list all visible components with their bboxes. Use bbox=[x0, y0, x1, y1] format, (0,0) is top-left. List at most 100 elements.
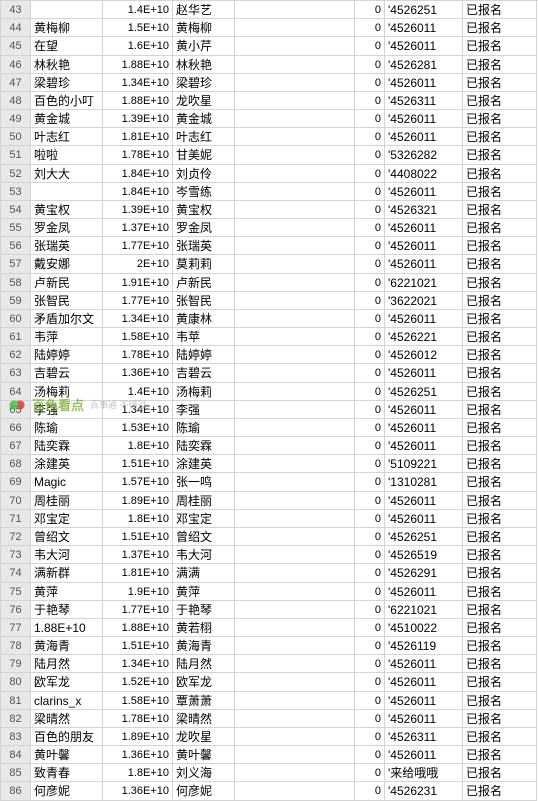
cell-b[interactable]: 欧军龙 bbox=[31, 673, 103, 691]
cell-d[interactable]: 赵华艺 bbox=[173, 1, 235, 19]
cell-c[interactable]: 1.37E+10 bbox=[103, 219, 173, 237]
cell-f[interactable]: 0 bbox=[355, 473, 385, 491]
cell-c[interactable]: 1.4E+10 bbox=[103, 383, 173, 401]
cell-f[interactable]: 0 bbox=[355, 146, 385, 164]
cell-b[interactable]: 黄宝权 bbox=[31, 201, 103, 219]
cell-c[interactable]: 1.88E+10 bbox=[103, 56, 173, 74]
cell-b[interactable]: 戴安娜 bbox=[31, 255, 103, 273]
cell-h[interactable]: 已报名 bbox=[463, 782, 537, 800]
cell-e[interactable] bbox=[235, 310, 355, 328]
cell-g[interactable]: '4526011 bbox=[385, 110, 463, 128]
cell-b[interactable]: 刘大大 bbox=[31, 165, 103, 183]
cell-d[interactable]: 卢新民 bbox=[173, 274, 235, 292]
cell-d[interactable]: 曾绍文 bbox=[173, 528, 235, 546]
cell-e[interactable] bbox=[235, 74, 355, 92]
cell-c[interactable]: 1.51E+10 bbox=[103, 528, 173, 546]
cell-c[interactable]: 1.88E+10 bbox=[103, 619, 173, 637]
cell-f[interactable]: 0 bbox=[355, 782, 385, 800]
cell-e[interactable] bbox=[235, 346, 355, 364]
row-header[interactable]: 71 bbox=[1, 510, 31, 528]
cell-h[interactable]: 已报名 bbox=[463, 528, 537, 546]
cell-b[interactable]: 啦啦 bbox=[31, 146, 103, 164]
cell-b[interactable]: 黄叶馨 bbox=[31, 746, 103, 764]
cell-f[interactable]: 0 bbox=[355, 655, 385, 673]
cell-b[interactable]: 百色的小叮 bbox=[31, 92, 103, 110]
cell-f[interactable]: 0 bbox=[355, 583, 385, 601]
cell-h[interactable]: 已报名 bbox=[463, 237, 537, 255]
row-header[interactable]: 63 bbox=[1, 364, 31, 382]
cell-d[interactable]: 张瑞英 bbox=[173, 237, 235, 255]
cell-h[interactable]: 已报名 bbox=[463, 19, 537, 37]
cell-b[interactable]: 矛盾加尔文 bbox=[31, 310, 103, 328]
cell-d[interactable]: 黄宝权 bbox=[173, 201, 235, 219]
cell-c[interactable]: 1.77E+10 bbox=[103, 292, 173, 310]
cell-c[interactable]: 1.84E+10 bbox=[103, 183, 173, 201]
cell-g[interactable]: '4526519 bbox=[385, 546, 463, 564]
cell-c[interactable]: 1.78E+10 bbox=[103, 346, 173, 364]
cell-g[interactable]: '4526011 bbox=[385, 673, 463, 691]
cell-e[interactable] bbox=[235, 746, 355, 764]
cell-f[interactable]: 0 bbox=[355, 510, 385, 528]
cell-e[interactable] bbox=[235, 692, 355, 710]
cell-c[interactable]: 1.37E+10 bbox=[103, 546, 173, 564]
cell-d[interactable]: 邓宝定 bbox=[173, 510, 235, 528]
cell-h[interactable]: 已报名 bbox=[463, 292, 537, 310]
cell-b[interactable]: 陈瑜 bbox=[31, 419, 103, 437]
cell-f[interactable]: 0 bbox=[355, 292, 385, 310]
cell-b[interactable]: 陆婷婷 bbox=[31, 346, 103, 364]
cell-e[interactable] bbox=[235, 183, 355, 201]
row-header[interactable]: 78 bbox=[1, 637, 31, 655]
cell-b[interactable]: 周桂丽 bbox=[31, 492, 103, 510]
row-header[interactable]: 65 bbox=[1, 401, 31, 419]
cell-h[interactable]: 已报名 bbox=[463, 692, 537, 710]
cell-h[interactable]: 已报名 bbox=[463, 346, 537, 364]
cell-c[interactable]: 1.77E+10 bbox=[103, 601, 173, 619]
cell-h[interactable]: 已报名 bbox=[463, 455, 537, 473]
cell-c[interactable]: 1.36E+10 bbox=[103, 782, 173, 800]
cell-f[interactable]: 0 bbox=[355, 546, 385, 564]
cell-g[interactable]: '4526011 bbox=[385, 219, 463, 237]
row-header[interactable]: 48 bbox=[1, 92, 31, 110]
cell-g[interactable]: '4526251 bbox=[385, 383, 463, 401]
row-header[interactable]: 64 bbox=[1, 383, 31, 401]
cell-e[interactable] bbox=[235, 255, 355, 273]
cell-f[interactable]: 0 bbox=[355, 692, 385, 710]
row-header[interactable]: 57 bbox=[1, 255, 31, 273]
row-header[interactable]: 68 bbox=[1, 455, 31, 473]
cell-d[interactable]: 张智民 bbox=[173, 292, 235, 310]
cell-g[interactable]: '4526221 bbox=[385, 328, 463, 346]
cell-f[interactable]: 0 bbox=[355, 19, 385, 37]
row-header[interactable]: 54 bbox=[1, 201, 31, 219]
cell-b[interactable] bbox=[31, 183, 103, 201]
cell-d[interactable]: 吉碧云 bbox=[173, 364, 235, 382]
row-header[interactable]: 53 bbox=[1, 183, 31, 201]
row-header[interactable]: 45 bbox=[1, 37, 31, 55]
cell-b[interactable]: 曾绍文 bbox=[31, 528, 103, 546]
cell-g[interactable]: '4526011 bbox=[385, 128, 463, 146]
cell-g[interactable]: '4526012 bbox=[385, 346, 463, 364]
row-header[interactable]: 62 bbox=[1, 346, 31, 364]
cell-g[interactable]: '4526011 bbox=[385, 692, 463, 710]
cell-e[interactable] bbox=[235, 237, 355, 255]
cell-b[interactable]: 何彦妮 bbox=[31, 782, 103, 800]
cell-g[interactable]: '4526011 bbox=[385, 401, 463, 419]
cell-g[interactable]: '4526011 bbox=[385, 655, 463, 673]
cell-e[interactable] bbox=[235, 401, 355, 419]
cell-d[interactable]: 陆奕霖 bbox=[173, 437, 235, 455]
cell-b[interactable]: 满新群 bbox=[31, 564, 103, 582]
row-header[interactable]: 67 bbox=[1, 437, 31, 455]
cell-d[interactable]: 龙吹星 bbox=[173, 728, 235, 746]
cell-g[interactable]: '4526011 bbox=[385, 746, 463, 764]
cell-h[interactable]: 已报名 bbox=[463, 564, 537, 582]
cell-f[interactable]: 0 bbox=[355, 237, 385, 255]
cell-h[interactable]: 已报名 bbox=[463, 710, 537, 728]
cell-d[interactable]: 李强 bbox=[173, 401, 235, 419]
cell-h[interactable]: 已报名 bbox=[463, 746, 537, 764]
row-header[interactable]: 43 bbox=[1, 1, 31, 19]
row-header[interactable]: 79 bbox=[1, 655, 31, 673]
cell-d[interactable]: 莫莉莉 bbox=[173, 255, 235, 273]
cell-d[interactable]: 周桂丽 bbox=[173, 492, 235, 510]
cell-e[interactable] bbox=[235, 546, 355, 564]
cell-d[interactable]: 黄海青 bbox=[173, 637, 235, 655]
cell-c[interactable]: 1.89E+10 bbox=[103, 728, 173, 746]
